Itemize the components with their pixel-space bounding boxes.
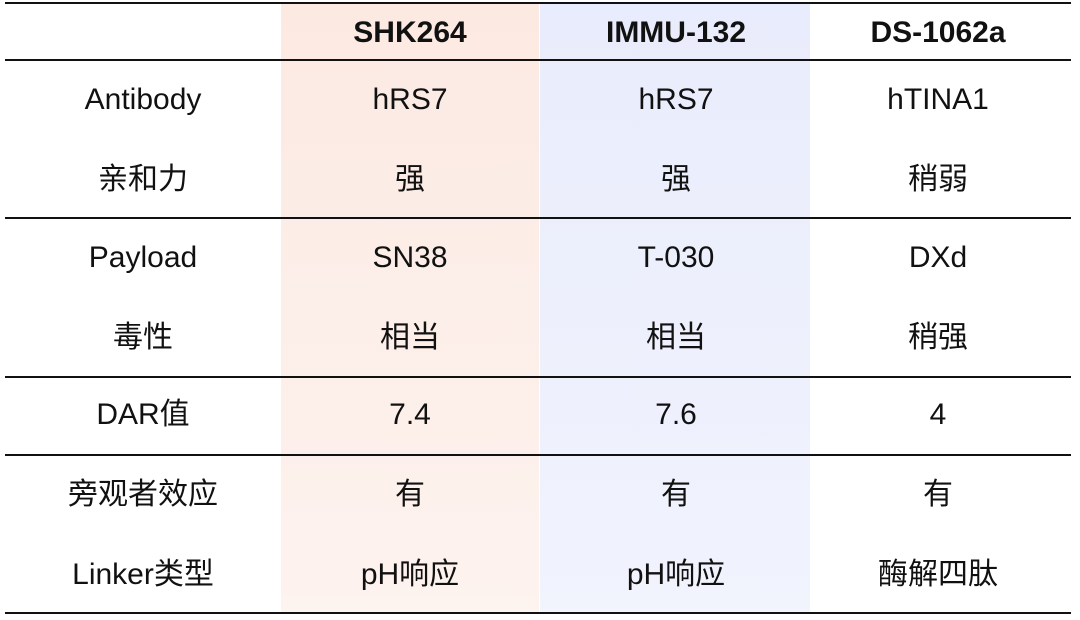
column-header: DS-1062a	[870, 16, 1006, 49]
cell-value: DXd	[908, 241, 968, 274]
cell-value: hRS7	[638, 83, 714, 116]
cell-value: pH响应	[360, 558, 460, 591]
row-label: DAR值	[96, 398, 190, 431]
cell-value: hRS7	[372, 83, 448, 116]
rule	[5, 2, 1071, 4]
column-shade	[540, 4, 810, 612]
cell-value: 稍强	[908, 321, 968, 354]
cell-value: 酶解四肽	[878, 558, 998, 591]
cell-value: 相当	[380, 321, 440, 354]
rule	[5, 454, 1071, 456]
row-label: 毒性	[113, 321, 173, 354]
cell-value: 有	[923, 478, 953, 511]
cell-value: 有	[395, 478, 425, 511]
cell-value: pH响应	[626, 558, 726, 591]
cell-value: hTINA1	[887, 83, 989, 116]
rule	[5, 59, 1071, 61]
cell-value: 7.4	[389, 398, 431, 431]
row-label: Payload	[88, 241, 198, 274]
cell-value: T-030	[637, 241, 715, 274]
rule	[5, 217, 1071, 219]
rule	[5, 376, 1071, 378]
column-header: SHK264	[353, 16, 467, 49]
rule	[5, 612, 1071, 614]
cell-value: 强	[661, 163, 691, 196]
row-label: Antibody	[84, 83, 202, 116]
row-label: 亲和力	[98, 163, 188, 196]
cell-value: 强	[395, 163, 425, 196]
cell-value: 4	[929, 398, 947, 431]
row-label: Linker类型	[72, 558, 214, 591]
column-shade	[281, 4, 539, 612]
cell-value: 有	[661, 478, 691, 511]
cell-value: 稍弱	[908, 163, 968, 196]
cell-value: SN38	[372, 241, 448, 274]
cell-value: 相当	[646, 321, 706, 354]
column-header: IMMU-132	[605, 16, 747, 49]
cell-value: 7.6	[655, 398, 697, 431]
row-label: 旁观者效应	[68, 478, 218, 511]
